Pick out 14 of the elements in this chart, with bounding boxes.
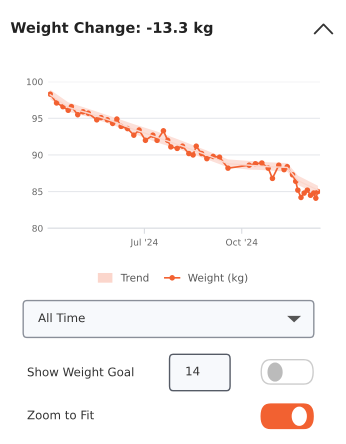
text: All Time [38,313,85,322]
y-tick-label: 85 [32,188,42,196]
x-tick-label: Oct '24 [226,238,258,246]
legend-label: Trend [120,274,148,282]
y-tick-label: 95 [32,115,42,122]
x-tick-label: Jul '24 [130,238,158,248]
text: Show Weight Goal [28,367,134,379]
text: 14 [186,366,200,376]
y-tick-label: 90 [32,152,43,159]
text: Zoom to Fit [28,410,94,420]
y-tick-label: 100 [26,78,43,86]
legend-label: Weight (kg) [188,274,248,284]
y-tick-label: 80 [32,224,43,232]
chart-title: Weight Change: -13.3 kg [10,22,212,36]
